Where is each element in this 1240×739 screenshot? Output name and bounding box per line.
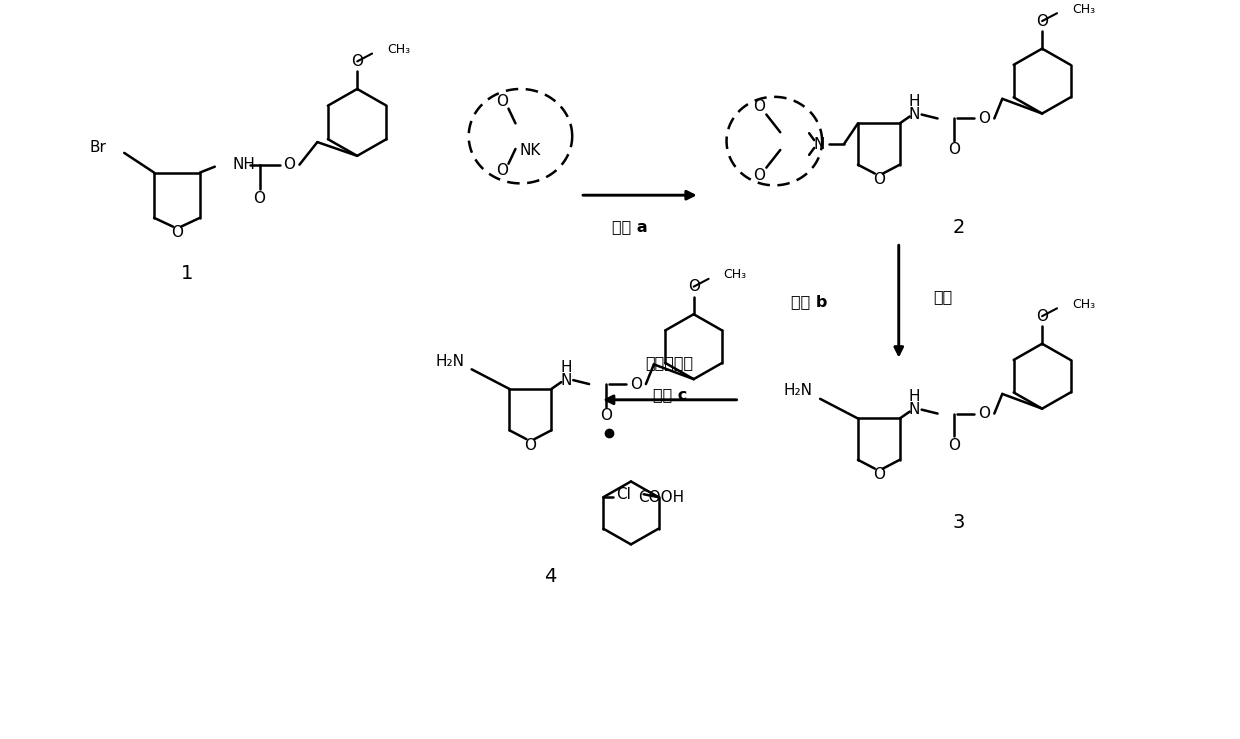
Text: CH₃: CH₃ — [723, 268, 746, 282]
Text: O: O — [873, 467, 885, 482]
Text: N: N — [909, 402, 920, 417]
Text: 伯胺: 伯胺 — [934, 289, 952, 304]
Text: H₂N: H₂N — [435, 354, 464, 369]
Text: CH₃: CH₃ — [1071, 3, 1095, 16]
Text: O: O — [630, 377, 642, 392]
Text: O: O — [688, 279, 699, 294]
Text: 步骤 b: 步骤 b — [791, 294, 827, 309]
Text: COOH: COOH — [639, 490, 684, 505]
Text: CH₃: CH₃ — [387, 43, 410, 56]
Text: O: O — [754, 99, 765, 114]
Text: 1: 1 — [181, 265, 193, 283]
Text: O: O — [754, 168, 765, 183]
Text: N: N — [909, 107, 920, 122]
Text: O: O — [600, 408, 613, 423]
Text: O: O — [496, 163, 508, 178]
Text: Cl: Cl — [616, 487, 631, 502]
Text: O: O — [949, 143, 961, 157]
Text: O: O — [873, 172, 885, 187]
Text: O: O — [284, 157, 295, 172]
Text: O: O — [496, 95, 508, 109]
Text: O: O — [978, 111, 991, 126]
Text: O: O — [1037, 13, 1048, 29]
Text: H₂N: H₂N — [784, 384, 812, 398]
Text: H: H — [560, 360, 572, 375]
Text: NH: NH — [233, 157, 255, 172]
Text: 对氯苯甲酸: 对氯苯甲酸 — [646, 355, 694, 370]
Text: 4: 4 — [544, 568, 557, 586]
Text: Br: Br — [89, 140, 107, 155]
Text: N: N — [813, 137, 825, 151]
Text: CH₃: CH₃ — [1071, 298, 1095, 311]
Text: O: O — [1037, 309, 1048, 324]
Text: O: O — [171, 225, 184, 240]
Text: 步骤 c: 步骤 c — [652, 387, 687, 402]
Text: 步骤 a: 步骤 a — [613, 219, 647, 234]
Text: O: O — [254, 191, 265, 205]
Text: N: N — [560, 372, 572, 388]
Text: H: H — [909, 389, 920, 404]
Text: 2: 2 — [952, 218, 965, 237]
Text: O: O — [525, 437, 537, 452]
Text: O: O — [351, 54, 363, 69]
Text: 3: 3 — [952, 514, 965, 532]
Text: O: O — [949, 437, 961, 452]
Text: O: O — [978, 406, 991, 421]
Text: NK: NK — [520, 143, 541, 158]
Text: H: H — [909, 95, 920, 109]
